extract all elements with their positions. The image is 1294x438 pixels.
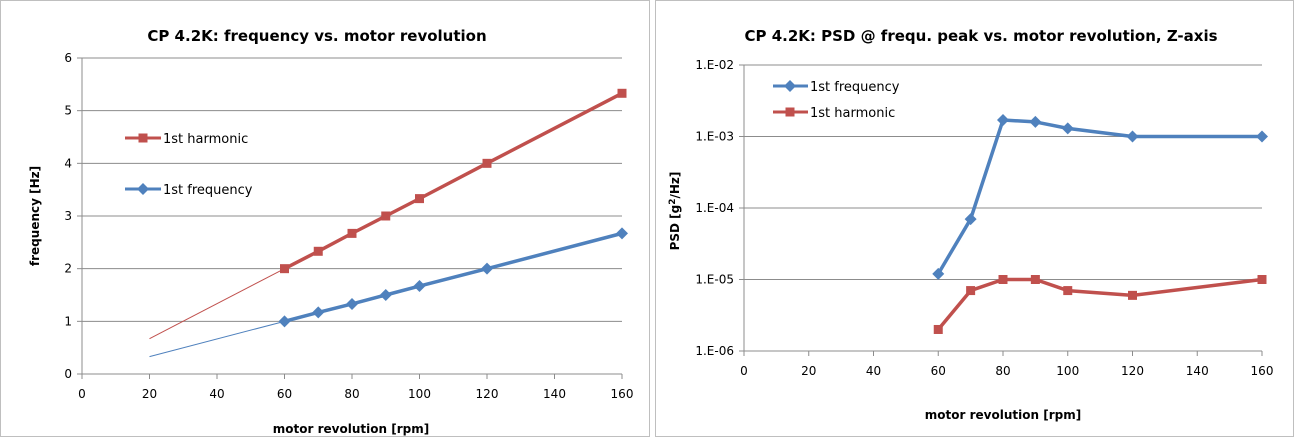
psd-chart: CP 4.2K: PSD @ frequ. peak vs. motor rev… — [668, 27, 1274, 422]
y-tick-label: 5 — [64, 104, 72, 118]
data-point — [413, 280, 426, 293]
data-point — [482, 158, 492, 168]
y-tick-label: 1.E-02 — [695, 58, 734, 72]
x-tick-label: 160 — [611, 387, 634, 401]
x-tick-label: 140 — [543, 387, 566, 401]
legend-marker-diamond — [784, 80, 796, 92]
data-point — [1126, 130, 1139, 143]
y-tick-label: 1.E-05 — [695, 273, 734, 287]
data-point — [1029, 115, 1042, 128]
series-line — [284, 231, 623, 324]
y-tick-label: 4 — [64, 156, 72, 170]
legend-marker-square — [138, 133, 148, 143]
series-line — [283, 91, 623, 271]
chart-title: CP 4.2K: PSD @ frequ. peak vs. motor rev… — [744, 27, 1217, 45]
y-axis-label: frequency [Hz] — [28, 166, 42, 266]
x-tick-label: 60 — [931, 364, 946, 378]
y-tick-label: 2 — [64, 262, 72, 276]
x-tick-label: 40 — [866, 364, 881, 378]
data-point — [1128, 290, 1137, 300]
data-point — [280, 264, 289, 274]
x-axis-label: motor revolution [rpm] — [925, 408, 1081, 422]
chart-title: CP 4.2K: frequency vs. motor revolution — [147, 27, 486, 45]
y-tick-label: 1.E-03 — [695, 130, 734, 144]
data-point — [415, 194, 424, 204]
legend-label-harmonic: 1st harmonic — [810, 106, 895, 121]
data-point — [998, 275, 1008, 284]
y-tick-label: 1.E-04 — [695, 201, 734, 215]
x-tick-label: 160 — [1251, 364, 1274, 378]
frequency-chart: CP 4.2K: frequency vs. motor revolution … — [28, 27, 634, 436]
y-tick-label: 0 — [64, 367, 72, 381]
data-point — [1030, 275, 1040, 284]
chart-panel-frequency: CP 4.2K: frequency vs. motor revolution … — [0, 0, 650, 437]
x-tick-label: 40 — [209, 387, 224, 401]
y-tick-label: 6 — [64, 51, 72, 65]
x-tick-label: 20 — [142, 387, 157, 401]
legend-label-harmonic: 1st harmonic — [163, 132, 248, 147]
x-tick-label: 60 — [277, 387, 292, 401]
legend-label-frequency: 1st frequency — [810, 80, 900, 95]
x-tick-label: 0 — [78, 387, 86, 401]
trendline — [149, 320, 285, 358]
data-point — [997, 114, 1009, 127]
data-point — [616, 227, 628, 240]
data-point — [1256, 130, 1268, 143]
data-point — [346, 297, 358, 310]
data-point — [278, 315, 291, 328]
legend-label-frequency: 1st frequency — [163, 183, 253, 198]
data-point — [932, 267, 945, 280]
data-point — [1061, 122, 1074, 135]
x-tick-label: 0 — [740, 364, 748, 378]
legend: 1st frequency 1st harmonic — [773, 80, 900, 121]
data-point — [1257, 275, 1267, 284]
data-point — [312, 306, 325, 319]
y-axis-label: PSD [g2/Hz] — [668, 172, 682, 251]
x-tick-label: 100 — [408, 387, 431, 401]
data-point — [964, 213, 977, 226]
data-point — [379, 289, 392, 301]
x-axis-label: motor revolution [rpm] — [273, 422, 429, 436]
x-tick-label: 120 — [1121, 364, 1144, 378]
chart-panel-psd: CP 4.2K: PSD @ frequ. peak vs. motor rev… — [655, 0, 1294, 437]
legend-marker-square — [785, 107, 795, 117]
data-point — [347, 228, 357, 238]
series-line — [936, 277, 1263, 331]
data-point — [481, 262, 493, 275]
legend: 1st harmonic 1st frequency — [125, 132, 253, 198]
x-tick-label: 80 — [995, 364, 1010, 378]
y-tick-label: 1 — [64, 314, 72, 328]
x-tick-label: 140 — [1186, 364, 1209, 378]
y-tick-label: 1.E-06 — [695, 344, 734, 358]
x-tick-label: 20 — [801, 364, 816, 378]
trendline — [149, 268, 285, 340]
data-point — [1063, 286, 1073, 296]
x-tick-label: 120 — [476, 387, 499, 401]
x-tick-label: 100 — [1056, 364, 1079, 378]
x-tick-label: 80 — [344, 387, 359, 401]
y-tick-label: 3 — [64, 209, 72, 223]
data-point — [381, 211, 391, 221]
legend-marker-diamond — [137, 183, 149, 195]
data-point — [933, 324, 943, 334]
data-point — [617, 88, 627, 98]
series-line — [936, 118, 1262, 275]
data-point — [313, 246, 323, 256]
data-point — [966, 286, 976, 296]
